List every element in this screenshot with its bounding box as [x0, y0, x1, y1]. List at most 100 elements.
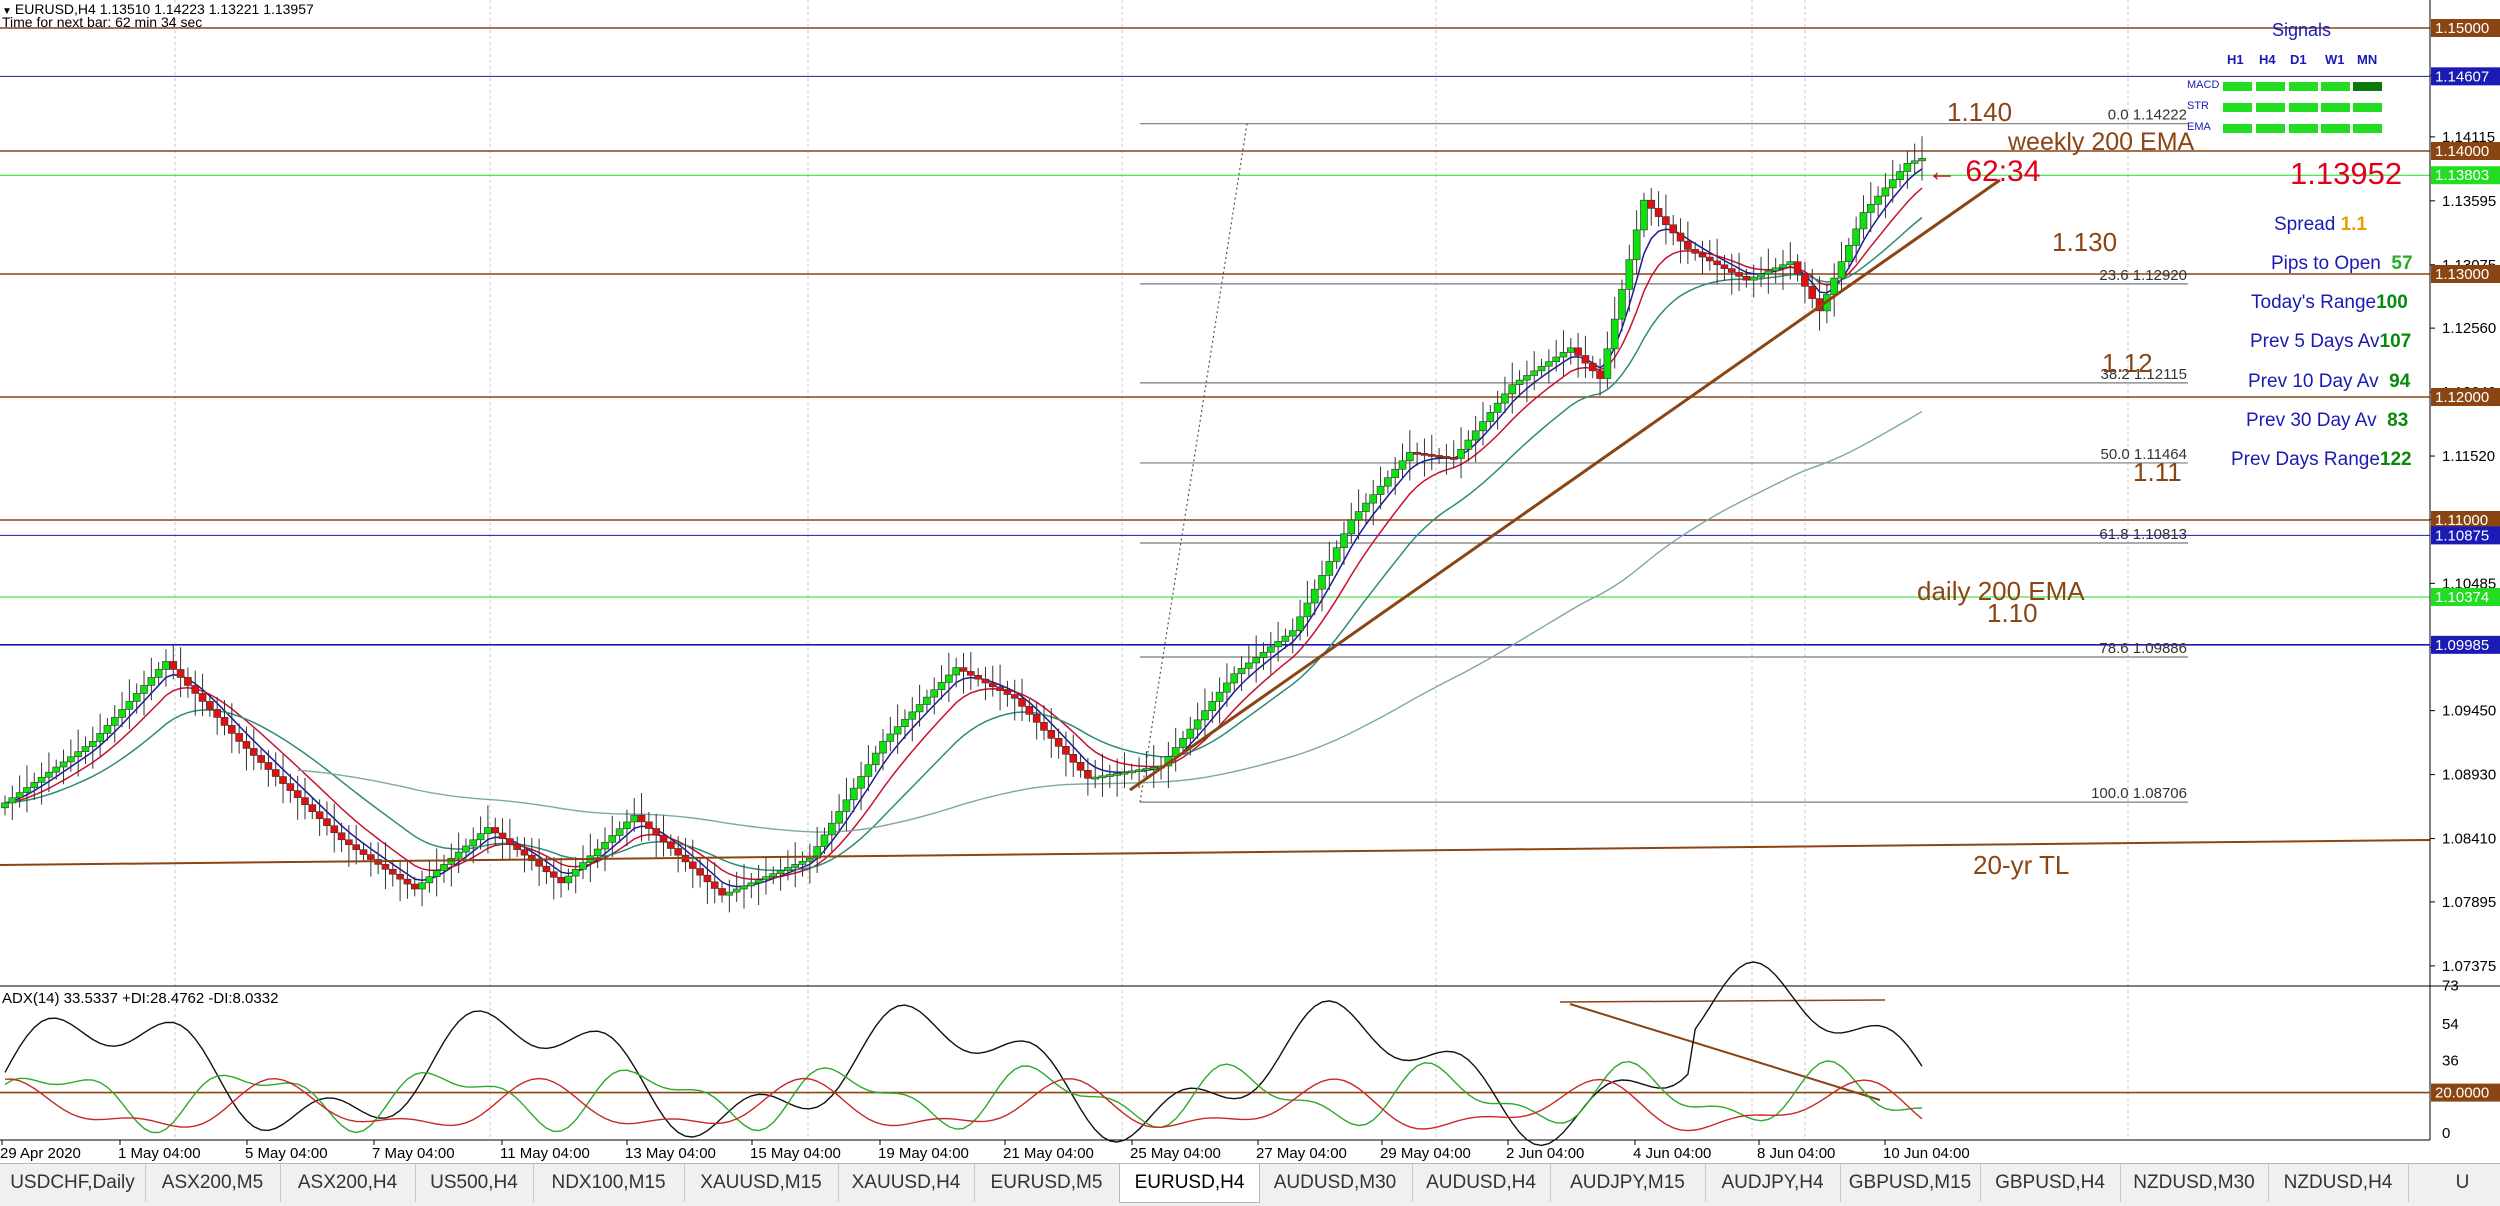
candle-body	[696, 868, 704, 876]
signal-cell	[2256, 124, 2285, 133]
candle-body	[367, 854, 375, 860]
candle-body	[1691, 249, 1699, 254]
price-marker-label: 1.13803	[2435, 167, 2489, 184]
symbol-tab[interactable]: AUDJPY,M15	[1550, 1164, 1706, 1202]
candle-body	[564, 875, 573, 884]
candle-body	[110, 717, 119, 726]
chart-title-text: EURUSD,H4 1.13510 1.14223 1.13221 1.1395…	[14, 1, 314, 17]
signal-row-label-str: STR	[2187, 100, 2209, 112]
candle-body	[842, 799, 851, 812]
ema-mid-line	[4, 187, 1923, 881]
candle-body	[1142, 768, 1151, 771]
signal-timeframe-w1: W1	[2325, 52, 2345, 67]
fib-level-label: 38.2 1.12115	[2101, 366, 2187, 383]
candlesticks	[1, 136, 1926, 913]
candle-body	[264, 762, 273, 770]
candle-body	[923, 696, 931, 705]
candle-body	[403, 878, 412, 885]
price-tick-label: 1.11520	[2442, 448, 2495, 465]
candle-body	[476, 833, 485, 841]
candle-body	[1296, 616, 1304, 631]
symbol-tab[interactable]: AUDJPY,H4	[1705, 1164, 1841, 1202]
candle-body	[352, 844, 361, 850]
rising-trendline	[1129, 178, 2001, 792]
symbol-tab[interactable]: AUDUSD,H4	[1412, 1164, 1551, 1202]
symbol-tab[interactable]: NZDUSD,M30	[2120, 1164, 2269, 1202]
adx-trendline	[1559, 999, 1886, 1003]
prev5-value: 107	[2379, 331, 2412, 352]
symbol-tab[interactable]: AUDUSD,M30	[1258, 1164, 1413, 1202]
symbol-tab[interactable]: GBPUSD,H4	[1980, 1164, 2121, 1202]
price-tick-label: 1.07375	[2442, 958, 2496, 975]
adx-main-line	[4, 961, 1923, 1147]
candle-body	[827, 822, 836, 836]
candle-body	[1530, 370, 1539, 376]
candle-body	[1340, 533, 1348, 548]
symbol-tab[interactable]: EURUSD,H4	[1119, 1164, 1260, 1203]
symbol-tab[interactable]: EURUSD,M5	[974, 1164, 1120, 1202]
candle-body	[740, 885, 748, 890]
candle-body	[1523, 375, 1531, 381]
trendlines[interactable]	[0, 178, 2431, 1101]
symbol-tab[interactable]: USDCHF,Daily	[0, 1164, 146, 1202]
candle-body	[228, 725, 236, 734]
symbol-tab[interactable]: ASX200,M5	[145, 1164, 281, 1202]
candle-body	[1669, 224, 1678, 234]
prev30-row: Prev 30 Day Av 83	[2246, 410, 2408, 432]
candle-body	[1866, 204, 1875, 213]
candle-body	[345, 839, 353, 846]
candle-body	[454, 851, 463, 859]
candle-body	[1179, 738, 1187, 748]
candle-body	[1581, 355, 1590, 364]
annotation-112: 1.12	[2102, 348, 2153, 378]
candle-body	[440, 864, 448, 871]
time-tick-label: 15 May 04:00	[750, 1145, 841, 1162]
candle-body	[323, 818, 331, 827]
fib-level-label: 61.8 1.10813	[2099, 526, 2187, 543]
candle-body	[1406, 452, 1414, 462]
candle-body	[1420, 453, 1429, 456]
symbol-tab[interactable]: XAUUSD,H4	[838, 1164, 975, 1202]
adx-tick-label: 73	[2442, 978, 2459, 995]
symbol-tab[interactable]: NDX100,M15	[533, 1164, 685, 1202]
signal-cell	[2353, 124, 2382, 133]
candle-body	[1215, 691, 1224, 702]
annotations: 1.140 weekly 200 EMA ← 62:34 1.130 1.12 …	[1917, 97, 2195, 880]
candle-body	[747, 882, 756, 887]
candle-body	[732, 888, 741, 893]
candle-body	[1610, 318, 1619, 350]
symbol-tab[interactable]: US500,H4	[415, 1164, 534, 1202]
candle-body	[1237, 668, 1246, 675]
price-tick-label: 1.14115	[2442, 129, 2495, 146]
candle-body	[959, 667, 968, 672]
candle-body	[1632, 229, 1641, 260]
symbol-tab[interactable]: NZDUSD,H4	[2268, 1164, 2409, 1202]
time-tick-label: 11 May 04:00	[500, 1145, 590, 1162]
signal-cell	[2353, 103, 2382, 112]
candle-body	[1252, 657, 1260, 664]
candle-body	[1881, 187, 1890, 197]
price-marker-label: 1.09985	[2435, 637, 2489, 654]
price-marker-label: 1.11000	[2435, 512, 2488, 529]
symbol-tab[interactable]: XAUUSD,M15	[684, 1164, 839, 1202]
price-chart[interactable]: 0.0 1.14222 23.6 1.12920 38.2 1.12115 50.0 …	[0, 0, 2500, 1163]
candle-body	[652, 828, 660, 836]
candle-body	[1193, 719, 1202, 730]
collapse-triangle-icon[interactable]: ▼	[2, 6, 12, 17]
candle-body	[688, 861, 697, 869]
candle-body	[1208, 701, 1217, 711]
candle-body	[74, 751, 82, 758]
candle-body	[191, 685, 200, 694]
adx-marker-label: 20.0000	[2435, 1085, 2489, 1102]
symbol-tab[interactable]: U	[2425, 1164, 2500, 1202]
fibonacci-retracement[interactable]: 0.0 1.14222 23.6 1.12920 38.2 1.12115 50.0 …	[1139, 107, 2188, 803]
signal-cell	[2289, 82, 2318, 91]
candle-body	[974, 674, 982, 680]
signal-row-label-macd: MACD	[2187, 79, 2220, 91]
symbol-tab[interactable]: GBPUSD,M15	[1840, 1164, 1981, 1202]
candle-body	[945, 674, 953, 683]
candle-body	[1486, 412, 1495, 422]
candle-body	[315, 811, 324, 820]
signal-cell	[2321, 103, 2350, 112]
symbol-tab[interactable]: ASX200,H4	[280, 1164, 416, 1202]
